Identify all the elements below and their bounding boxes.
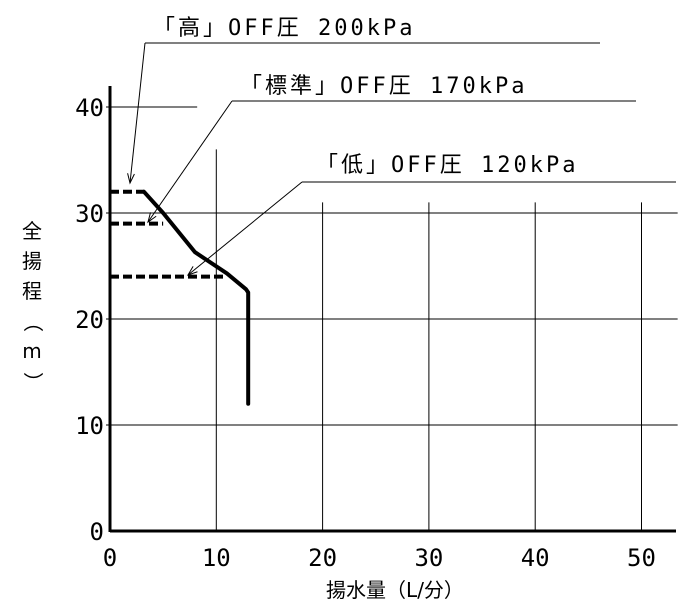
- y-axis-label-char: ）: [21, 372, 45, 392]
- y-axis-label-char: （: [21, 312, 45, 332]
- annotations: 「高」OFF圧 200kPa 「標準」OFF圧 170kPa 「低」OFF圧 120…: [153, 16, 578, 178]
- x-tick-label: 0: [103, 544, 117, 572]
- annotation-arrowhead: [127, 173, 135, 185]
- x-tick-label: 50: [627, 544, 656, 572]
- y-axis-label-char: 全: [22, 219, 42, 243]
- y-tick-label: 30: [75, 200, 104, 228]
- y-tick-label: 10: [75, 412, 104, 440]
- performance-curve: [142, 189, 251, 406]
- series-annotation: 「標準」OFF圧 170kPa: [240, 74, 527, 99]
- series-annotation: 「低」OFF圧 120kPa: [316, 153, 578, 178]
- y-axis-label-char: 程: [22, 279, 42, 303]
- x-tick-label: 40: [521, 544, 550, 572]
- annotation-leaders: [127, 42, 676, 276]
- y-axis-label-char: m: [22, 339, 41, 363]
- x-axis-label: 揚水量（L/分）: [326, 578, 464, 602]
- x-tick-labels: 0 10 20 30 40 50: [103, 544, 656, 572]
- annotation-leader: [129, 42, 146, 184]
- x-tick-label: 10: [202, 544, 231, 572]
- x-tick-label: 20: [308, 544, 337, 572]
- series-annotation: 「高」OFF圧 200kPa: [153, 16, 415, 41]
- grid: [106, 106, 678, 531]
- y-tick-label: 0: [90, 518, 104, 546]
- annotation-leader: [147, 100, 233, 223]
- y-axis-label: 全揚程 （ m ）: [21, 219, 45, 392]
- y-tick-label: 20: [75, 306, 104, 334]
- y-axis-label-char: 揚: [22, 249, 42, 273]
- y-tick-label: 40: [75, 94, 104, 122]
- axes: [108, 86, 676, 533]
- y-tick-labels: 0 10 20 30 40: [75, 94, 104, 546]
- annotation-arrowhead: [147, 212, 157, 224]
- series-group: [110, 189, 251, 406]
- x-tick-label: 30: [414, 544, 443, 572]
